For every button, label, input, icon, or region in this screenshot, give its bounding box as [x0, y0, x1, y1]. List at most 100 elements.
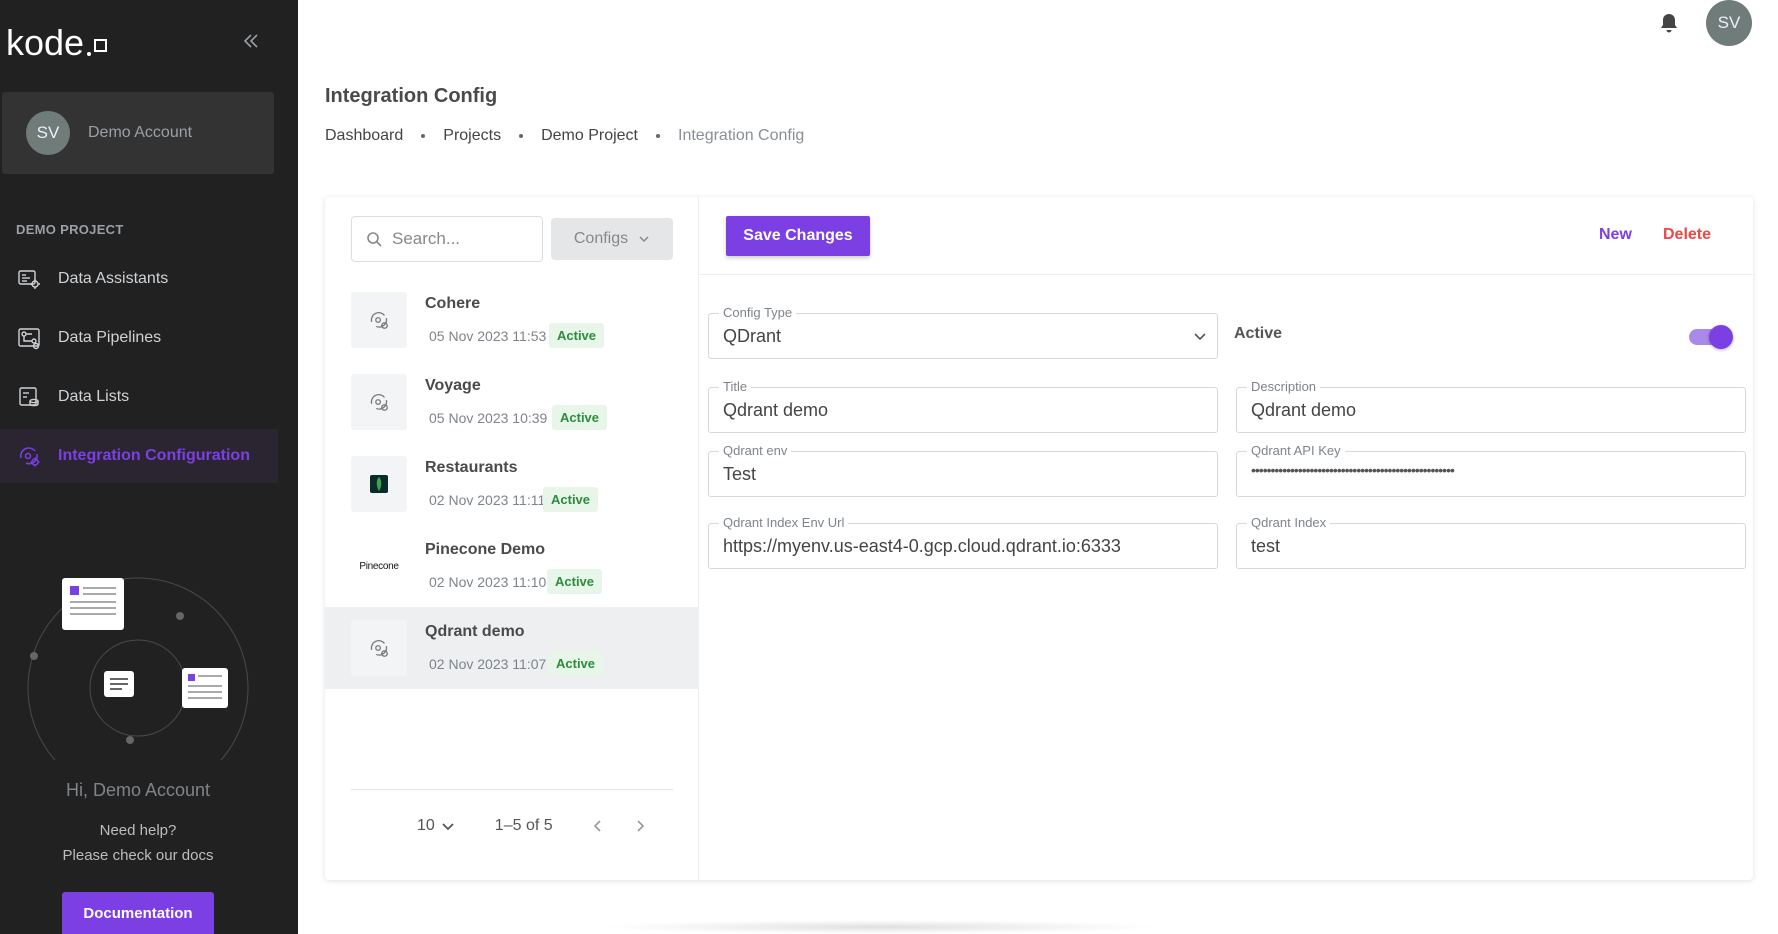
list-item[interactable]: Qdrant demo 02 Nov 2023 11:07 PM Active	[325, 607, 699, 689]
breadcrumb-separator	[656, 134, 660, 138]
description-field[interactable]: Description Qdrant demo	[1236, 379, 1746, 433]
sidebar-item-integration-configuration[interactable]: Integration Configuration	[0, 429, 278, 483]
qdrant-env-field[interactable]: Qdrant env Test	[708, 443, 1218, 497]
logo-dot	[87, 52, 92, 56]
item-name: Qdrant demo	[425, 623, 525, 640]
integration-icon	[351, 374, 407, 430]
list-item[interactable]: Restaurants 02 Nov 2023 11:11 PM Active	[325, 443, 699, 525]
sidebar-item-data-assistants[interactable]: Data Assistants	[0, 252, 278, 306]
config-list: Cohere 05 Nov 2023 11:53 PM Active Voyag…	[325, 279, 699, 689]
help-line: Please check our docs	[62, 847, 214, 864]
account-card[interactable]: SV Demo Account	[2, 92, 274, 174]
status-badge: Active	[549, 323, 605, 348]
item-date: 02 Nov 2023 11:07 PM	[429, 656, 572, 672]
sidebar-item-label: Integration Configuration	[58, 447, 250, 464]
divider	[351, 789, 673, 790]
field-value: Qdrant demo	[723, 400, 829, 420]
active-label: Active	[1234, 325, 1283, 342]
page-size-value: 10	[417, 817, 435, 834]
list-item[interactable]: Pinecone Pinecone Demo 02 Nov 2023 11:10…	[325, 525, 699, 607]
pagination: 10 1–5 of 5	[417, 811, 647, 841]
qdrant-index-env-url-field[interactable]: Qdrant Index Env Url https://myenv.us-ea…	[708, 515, 1218, 569]
breadcrumb-demo-project[interactable]: Demo Project	[541, 127, 638, 144]
config-list-panel: Search... Configs Cohere 05 Nov 2023 11:…	[325, 197, 699, 880]
detail-toolbar: Save Changes New Delete	[699, 197, 1753, 275]
field-label: Qdrant Index Env Url	[719, 515, 849, 530]
field-label: Qdrant API Key	[1247, 443, 1345, 458]
config-type-select[interactable]: Config Type QDrant	[708, 305, 1218, 359]
sidebar-item-label: Data Lists	[58, 388, 130, 405]
data-assistants-icon	[16, 266, 42, 292]
page-size-select[interactable]: 10	[417, 817, 455, 835]
sidebar-item-data-lists[interactable]: Data Lists	[0, 370, 278, 424]
user-avatar[interactable]: SV	[1706, 0, 1752, 46]
save-changes-button[interactable]: Save Changes	[726, 216, 870, 256]
item-date: 02 Nov 2023 11:10 PM	[429, 574, 572, 590]
field-value: https://myenv.us-east4-0.gcp.cloud.qdran…	[723, 536, 1121, 556]
item-date: 02 Nov 2023 11:11 PM	[429, 492, 571, 508]
integration-icon	[351, 620, 407, 676]
kode-logo[interactable]: kode	[6, 22, 108, 64]
configs-filter-label: Configs	[573, 230, 629, 247]
field-value: test	[1251, 536, 1281, 556]
list-item[interactable]: Voyage 05 Nov 2023 10:39 PM Active	[325, 361, 699, 443]
search-placeholder: Search...	[392, 229, 461, 248]
field-value: Test	[723, 464, 757, 484]
search-input[interactable]: Search...	[351, 216, 543, 262]
sidebar-item-data-pipelines[interactable]: Data Pipelines	[0, 311, 278, 365]
status-badge: Active	[548, 651, 604, 676]
item-name: Cohere	[425, 295, 481, 312]
configs-filter-dropdown[interactable]: Configs	[551, 218, 673, 260]
greeting: Hi, Demo Account	[65, 780, 211, 800]
breadcrumb-current: Integration Config	[678, 127, 805, 144]
account-name: Demo Account	[88, 124, 193, 141]
field-label: Description	[1247, 379, 1321, 394]
integration-config-icon	[16, 443, 42, 469]
pinecone-logo-text: Pinecone	[359, 560, 399, 572]
title-field[interactable]: Title Qdrant demo	[708, 379, 1218, 433]
item-name: Pinecone Demo	[425, 541, 546, 558]
status-badge: Active	[547, 569, 603, 594]
breadcrumb-dashboard[interactable]: Dashboard	[325, 127, 404, 144]
data-pipelines-icon	[16, 325, 42, 351]
data-lists-icon	[16, 384, 42, 410]
chevron-down-icon	[442, 823, 454, 831]
field-value: ••••••••••••••••••••••••••••••••••••••••…	[1251, 462, 1455, 478]
config-card: Search... Configs Cohere 05 Nov 2023 11:…	[325, 197, 1753, 880]
chevron-down-icon	[639, 236, 649, 243]
qdrant-index-field[interactable]: Qdrant Index test	[1236, 515, 1746, 569]
sidebar-item-label: Data Pipelines	[58, 329, 162, 346]
breadcrumb-projects[interactable]: Projects	[443, 127, 502, 144]
item-name: Voyage	[425, 377, 481, 394]
mongodb-leaf-icon	[351, 456, 407, 512]
config-detail-panel: Save Changes New Delete Config Type QDra…	[699, 197, 1753, 880]
previous-page-icon[interactable]	[591, 819, 605, 833]
list-item[interactable]: Cohere 05 Nov 2023 11:53 PM Active	[325, 279, 699, 361]
documentation-button[interactable]: Documentation	[62, 892, 214, 934]
logo-square	[94, 39, 108, 52]
help-line: Need help?	[99, 822, 177, 839]
breadcrumb-separator	[421, 134, 426, 138]
field-label: Config Type	[719, 305, 797, 320]
status-badge: Active	[543, 487, 599, 512]
pinecone-logo: Pinecone	[351, 538, 407, 594]
field-value: QDrant	[723, 326, 782, 346]
collapse-sidebar-icon[interactable]	[240, 30, 262, 52]
sidebar-item-label: Data Assistants	[58, 270, 169, 287]
item-date: 05 Nov 2023 11:53 PM	[429, 328, 572, 344]
status-badge: Active	[552, 405, 608, 430]
integration-icon	[351, 292, 407, 348]
new-button[interactable]: New	[1599, 226, 1632, 243]
qdrant-api-key-field[interactable]: Qdrant API Key •••••••••••••••••••••••••…	[1236, 443, 1746, 497]
breadcrumb: Dashboard Projects Demo Project Integrat…	[325, 127, 804, 145]
search-icon	[367, 232, 382, 247]
scroll-shadow	[600, 920, 1160, 934]
notifications-bell-icon[interactable]	[1658, 12, 1680, 34]
delete-button[interactable]: Delete	[1663, 226, 1712, 243]
next-page-icon[interactable]	[633, 819, 647, 833]
active-toggle[interactable]	[1689, 325, 1733, 349]
sidebar-section-title: DEMO PROJECT	[16, 222, 124, 237]
field-label: Title	[719, 379, 752, 394]
avatar: SV	[26, 111, 70, 155]
field-value: Qdrant demo	[1251, 400, 1357, 420]
